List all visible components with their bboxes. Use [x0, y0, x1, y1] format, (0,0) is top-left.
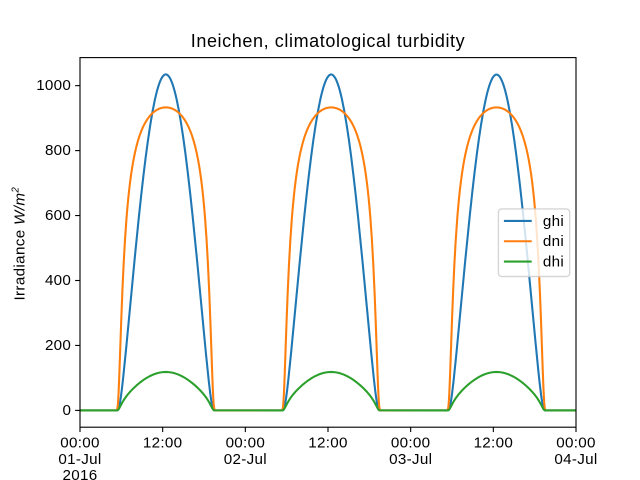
svg-text:00:00: 00:00 [60, 435, 100, 452]
svg-text:00:00: 00:00 [226, 435, 266, 452]
svg-text:Ineichen, climatological turbi: Ineichen, climatological turbidity [191, 31, 466, 51]
svg-text:00:00: 00:00 [556, 435, 596, 452]
svg-text:200: 200 [45, 337, 71, 354]
svg-text:12:00: 12:00 [474, 435, 514, 452]
svg-text:03-Jul: 03-Jul [389, 451, 432, 468]
svg-text:600: 600 [45, 207, 71, 224]
svg-text:Irradiance W/m2: Irradiance W/m2 [11, 187, 29, 301]
svg-text:400: 400 [45, 272, 71, 289]
svg-text:dhi: dhi [543, 254, 564, 271]
svg-text:12:00: 12:00 [143, 435, 183, 452]
svg-text:0: 0 [62, 402, 71, 419]
svg-text:800: 800 [45, 142, 71, 159]
svg-text:00:00: 00:00 [391, 435, 431, 452]
svg-text:01-Jul: 01-Jul [58, 451, 101, 468]
svg-text:04-Jul: 04-Jul [554, 451, 597, 468]
svg-text:dni: dni [543, 233, 564, 250]
svg-text:2016: 2016 [63, 467, 98, 480]
svg-text:1000: 1000 [36, 77, 71, 94]
svg-text:02-Jul: 02-Jul [224, 451, 267, 468]
svg-text:ghi: ghi [543, 213, 564, 230]
svg-text:12:00: 12:00 [308, 435, 348, 452]
